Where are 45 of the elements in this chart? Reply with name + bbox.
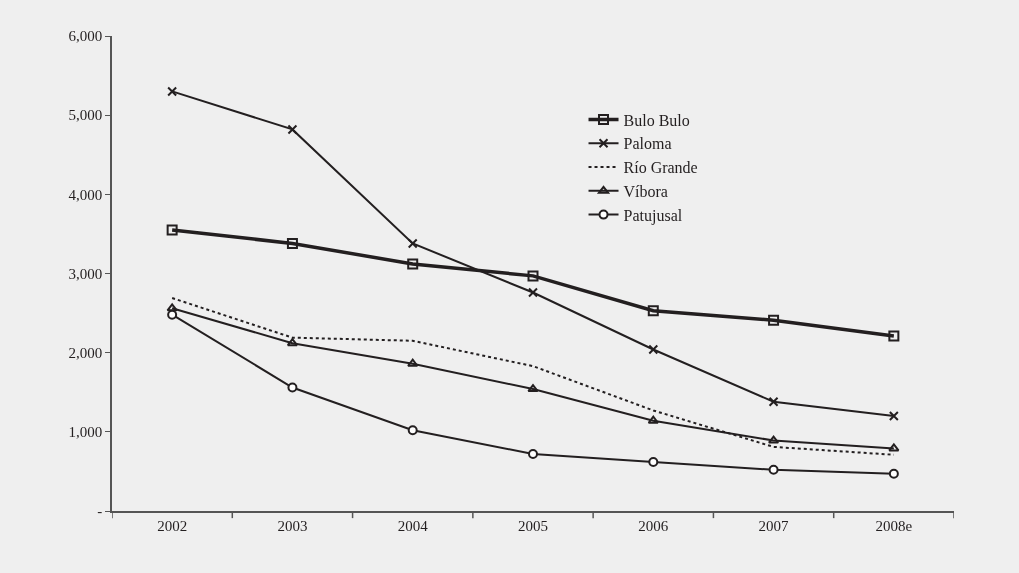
point — [528, 449, 538, 459]
y-tick-label: 1,000 — [68, 424, 103, 441]
point — [648, 456, 659, 467]
point — [167, 309, 178, 320]
x-tick-label: 2003 — [277, 517, 308, 534]
legend-label: Víbora — [623, 183, 668, 201]
point — [888, 468, 899, 479]
point — [166, 224, 178, 236]
point — [768, 464, 779, 475]
point — [648, 344, 659, 355]
point — [407, 258, 419, 270]
point — [287, 124, 298, 135]
point — [647, 305, 659, 317]
legend-label: Patujusal — [623, 206, 683, 225]
y-tick-label: - — [97, 503, 103, 520]
point — [527, 384, 539, 393]
y-tick-label: 5,000 — [68, 107, 103, 124]
legend-label: Bulo Bulo — [623, 111, 690, 129]
point — [768, 314, 780, 326]
point — [407, 358, 419, 367]
point — [407, 238, 418, 249]
point — [167, 86, 178, 97]
x-tick-label: 2006 — [638, 517, 669, 534]
point — [286, 237, 298, 249]
y-tick-label: 3,000 — [68, 265, 103, 282]
legend-label: Paloma — [623, 135, 672, 153]
x-tick-label: 2008e — [875, 517, 913, 534]
y-tick-label: 4,000 — [68, 186, 103, 203]
point — [528, 287, 538, 298]
x-tick-label: 2007 — [758, 517, 790, 534]
point — [166, 303, 178, 312]
x-tick-label: 2002 — [157, 517, 188, 534]
point — [527, 270, 539, 282]
y-tick-label: 6,000 — [68, 28, 103, 45]
x-tick-label: 2005 — [518, 517, 548, 534]
point — [407, 425, 418, 436]
point — [888, 330, 900, 342]
point — [768, 396, 779, 407]
y-tick-label: 2,000 — [68, 344, 103, 361]
point — [888, 411, 899, 421]
point — [647, 415, 659, 424]
point — [888, 443, 900, 452]
x-tick-label: 2004 — [397, 517, 429, 534]
legend-label: Río Grande — [623, 159, 698, 177]
point — [287, 382, 298, 393]
